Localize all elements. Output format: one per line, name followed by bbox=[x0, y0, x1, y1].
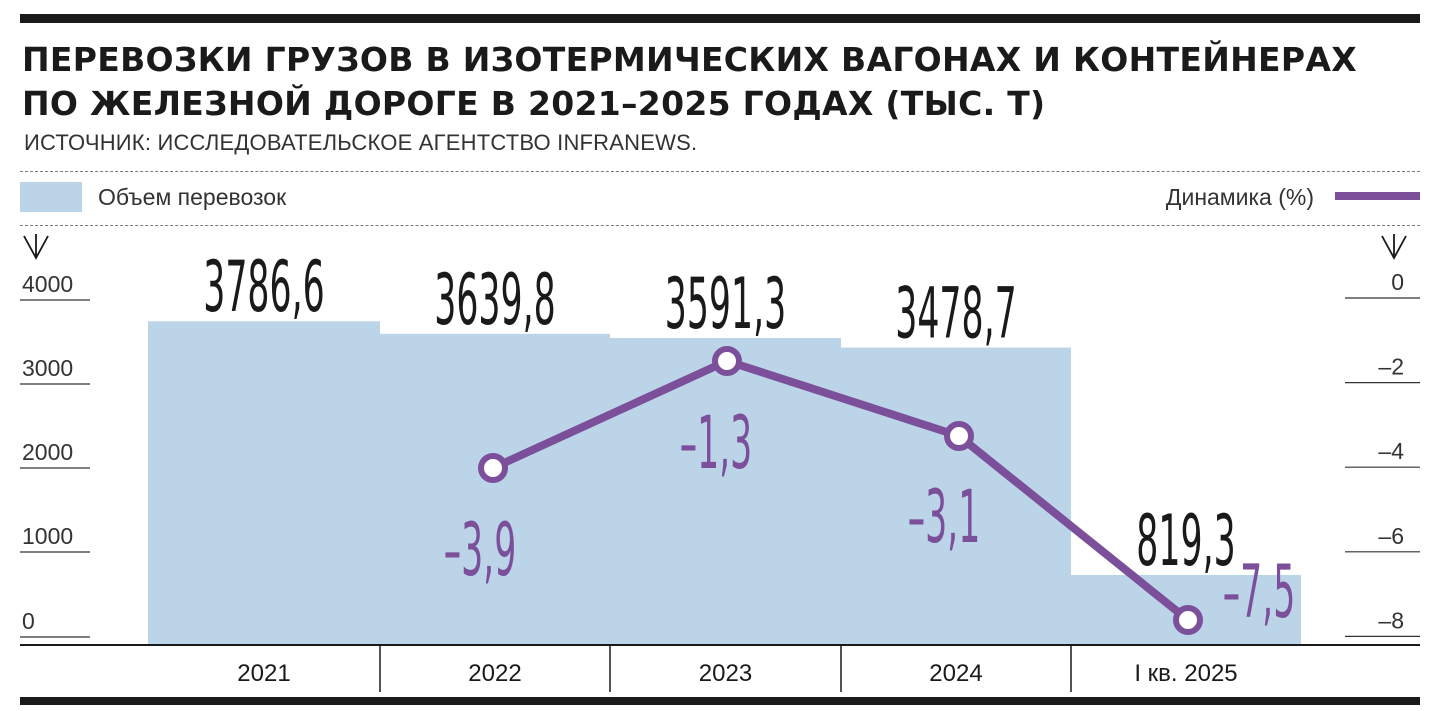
legend-line-label: Динамика (%) bbox=[1165, 184, 1314, 210]
left-tick-label-3: 1000 bbox=[22, 523, 73, 549]
right-tick-label-0: 0 bbox=[1391, 269, 1404, 295]
dynamics-value-label-3: –3,1 bbox=[908, 476, 981, 560]
chart-title-line-2: ПО ЖЕЛЕЗНОЙ ДОРОГЕ В 2021–2025 ГОДАХ (ТЫ… bbox=[22, 84, 1046, 123]
top-rule bbox=[20, 14, 1420, 23]
dynamics-point-3 bbox=[1173, 605, 1203, 635]
right-tick-label-3: –6 bbox=[1378, 523, 1404, 549]
legend-bar-swatch bbox=[20, 182, 82, 212]
chart-title: ПЕРЕВОЗКИ ГРУЗОВ В ИЗОТЕРМИЧЕСКИХ ВАГОНА… bbox=[22, 38, 1422, 126]
legend-line-swatch bbox=[1335, 192, 1420, 200]
bottom-rule bbox=[20, 697, 1420, 705]
x-tick-label-0: 2021 bbox=[237, 660, 290, 687]
legend-bar-label: Объем перевозок bbox=[98, 184, 287, 210]
left-tick-label-2: 2000 bbox=[22, 439, 73, 465]
dynamics-value-label-2: –1,3 bbox=[680, 402, 753, 486]
left-tick-label-4: 0 bbox=[22, 608, 35, 634]
dynamics-point-1 bbox=[712, 346, 742, 376]
x-tick-label-2: 2023 bbox=[699, 660, 752, 687]
bar-0 bbox=[148, 321, 380, 645]
bar-value-label-4: 819,3 bbox=[1136, 502, 1235, 583]
left-tick-label-1: 3000 bbox=[22, 355, 73, 381]
dynamics-value-label-4: –7,5 bbox=[1223, 551, 1296, 635]
chart-title-line-1: ПЕРЕВОЗКИ ГРУЗОВ В ИЗОТЕРМИЧЕСКИХ ВАГОНА… bbox=[22, 40, 1357, 79]
left-axis-arrow-icon bbox=[23, 234, 49, 260]
right-tick-label-1: –2 bbox=[1378, 354, 1404, 380]
x-tick-label-4: I кв. 2025 bbox=[1134, 660, 1237, 687]
x-tick-label-1: 2022 bbox=[468, 660, 521, 687]
left-tick-label-0: 4000 bbox=[22, 271, 73, 297]
divider-top bbox=[20, 171, 1420, 172]
bar-1 bbox=[380, 333, 610, 645]
bar-value-label-1: 3639,8 bbox=[434, 260, 555, 341]
right-tick-label-2: –4 bbox=[1378, 438, 1404, 464]
dynamics-point-2 bbox=[944, 421, 974, 451]
x-tick-label-3: 2024 bbox=[929, 660, 982, 687]
dynamics-value-label-1: –3,9 bbox=[444, 509, 517, 593]
right-axis-arrow-icon bbox=[1381, 234, 1407, 260]
bar-value-label-3: 3478,7 bbox=[895, 274, 1016, 355]
chart-source: ИСТОЧНИК: ИССЛЕДОВАТЕЛЬСКОЕ АГЕНТСТВО IN… bbox=[24, 130, 698, 155]
divider-legend bbox=[20, 225, 1420, 226]
bar-value-label-2: 3591,3 bbox=[665, 265, 786, 346]
right-tick-label-4: –8 bbox=[1378, 607, 1404, 633]
dynamics-line bbox=[491, 357, 1191, 624]
bar-value-label-0: 3786,6 bbox=[203, 248, 324, 329]
dynamics-point-0 bbox=[478, 453, 508, 483]
